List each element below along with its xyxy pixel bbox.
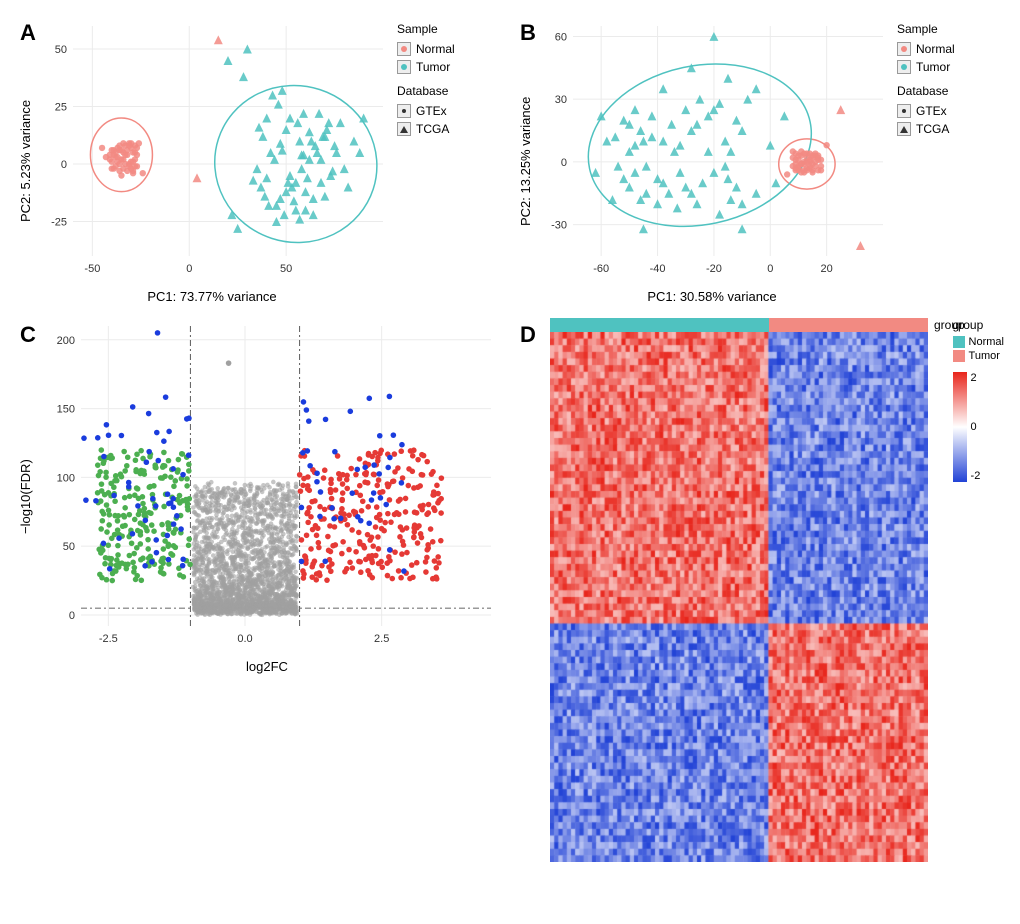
- svg-text:0: 0: [561, 157, 567, 169]
- circle-icon: [902, 109, 906, 113]
- pca-a-ylabel: PC2: 5.23% variance: [16, 16, 35, 306]
- heatmap-legend: group Normal Tumor 20-2: [953, 318, 1004, 482]
- legend-tcga-label: TCGA: [416, 122, 449, 136]
- svg-text:-50: -50: [84, 263, 100, 275]
- svg-text:-30: -30: [551, 220, 567, 232]
- svg-text:50: 50: [55, 44, 67, 56]
- panel-b-label: B: [520, 20, 536, 46]
- panel-a-label: A: [20, 20, 36, 46]
- svg-text:0: 0: [767, 263, 773, 275]
- legend-gtex: GTEx: [397, 104, 455, 118]
- svg-text:2.5: 2.5: [374, 633, 389, 645]
- svg-text:0.0: 0.0: [237, 633, 252, 645]
- svg-text:-2.5: -2.5: [99, 633, 118, 645]
- legend-sample-title: Sample: [397, 22, 455, 36]
- legend-tumor-swatch: [397, 60, 411, 74]
- legend-tumor: Tumor: [397, 60, 455, 74]
- triangle-icon: [900, 126, 908, 133]
- pca-a-legend: Sample Normal Tumor Database GTEx TCGA: [389, 16, 455, 306]
- svg-text:20: 20: [821, 263, 833, 275]
- circle-icon: [402, 109, 406, 113]
- pca-b-ylabel: PC2: 13.25% variance: [516, 16, 535, 306]
- heatmap-legend-normal: Normal: [953, 336, 1004, 348]
- svg-text:0: 0: [186, 263, 192, 275]
- svg-text:25: 25: [55, 102, 67, 114]
- volcano-ylabel: −log10(FDR): [16, 318, 35, 676]
- svg-text:-20: -20: [706, 263, 722, 275]
- pca-b-legend: Sample Normal Tumor Database GTEx TCGA: [889, 16, 955, 306]
- heatmap-canvas: [550, 332, 928, 862]
- svg-text:30: 30: [555, 94, 567, 106]
- heatmap-legend-tumor: Tumor: [953, 350, 1004, 362]
- panel-d-label: D: [520, 322, 536, 348]
- legend-gtex-swatch: [397, 104, 411, 118]
- svg-text:100: 100: [57, 472, 75, 484]
- svg-text:200: 200: [57, 335, 75, 347]
- figure-grid: A PC2: 5.23% variance -50 0 50 -25 0 25 50 PC1…: [16, 16, 1004, 862]
- svg-text:-25: -25: [51, 217, 67, 229]
- pca-b-plot: -60 -40 -20 0 20 -30 0 30 60: [535, 16, 889, 282]
- pca-a-plot: -50 0 50 -25 0 25 50: [35, 16, 389, 282]
- triangle-icon: [400, 126, 408, 133]
- legend-db-title: Database: [397, 84, 455, 98]
- svg-text:60: 60: [555, 31, 567, 43]
- volcano-xlabel: log2FC: [35, 657, 499, 676]
- legend-tumor-label: Tumor: [416, 60, 450, 74]
- legend-normal: Normal: [397, 42, 455, 56]
- svg-text:150: 150: [57, 404, 75, 416]
- svg-text:-60: -60: [593, 263, 609, 275]
- legend-tcga: TCGA: [397, 122, 455, 136]
- svg-text:0: 0: [61, 159, 67, 171]
- svg-text:-40: -40: [650, 263, 666, 275]
- legend-normal-swatch: [397, 42, 411, 56]
- pca-a-xlabel: PC1: 73.77% variance: [35, 287, 389, 306]
- heatmap-legend-title: group: [953, 318, 1004, 332]
- svg-text:50: 50: [280, 263, 292, 275]
- svg-text:50: 50: [63, 541, 75, 553]
- panel-a: A PC2: 5.23% variance -50 0 50 -25 0 25 50 PC1…: [16, 16, 504, 306]
- legend-gtex-label: GTEx: [416, 104, 447, 118]
- heatmap-group-bar: [550, 318, 928, 332]
- panel-c-label: C: [20, 322, 36, 348]
- legend-normal-label: Normal: [416, 42, 455, 56]
- heatmap-colorbar: 20-2: [953, 372, 1004, 482]
- panel-d: D group group Normal Tumor 20-2: [516, 318, 1004, 862]
- panel-b: B PC2: 13.25% variance -60 -40 -20 0 20 -30 0 3…: [516, 16, 1004, 306]
- panel-c: C −log10(FDR) -2.5 0.0 2.5 0 50 100 150 200 log…: [16, 318, 504, 862]
- legend-tcga-swatch: [397, 122, 411, 136]
- volcano-plot: -2.5 0.0 2.5 0 50 100 150 200: [35, 318, 499, 652]
- svg-text:0: 0: [69, 610, 75, 622]
- pca-b-xlabel: PC1: 30.58% variance: [535, 287, 889, 306]
